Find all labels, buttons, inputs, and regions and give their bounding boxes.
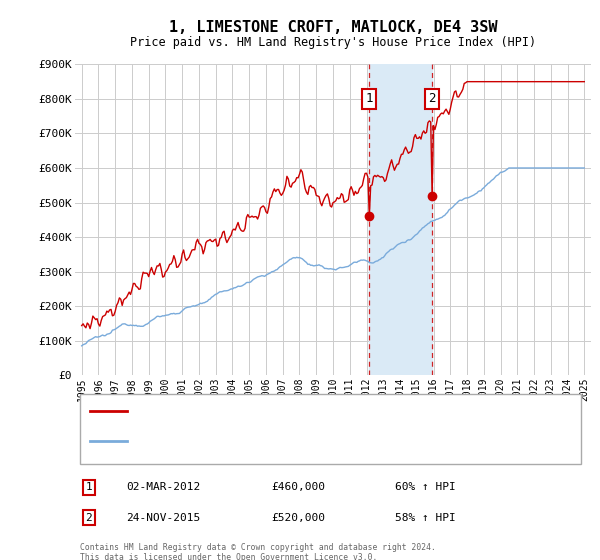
Text: 1, LIMESTONE CROFT, MATLOCK, DE4 3SW (detached house): 1, LIMESTONE CROFT, MATLOCK, DE4 3SW (de… [137,405,468,416]
Text: Price paid vs. HM Land Registry's House Price Index (HPI): Price paid vs. HM Land Registry's House … [130,36,536,49]
Text: 2: 2 [85,512,92,522]
Text: 02-MAR-2012: 02-MAR-2012 [127,483,201,492]
Text: 1: 1 [365,92,373,105]
Text: 60% ↑ HPI: 60% ↑ HPI [395,483,455,492]
Text: 1: 1 [85,483,92,492]
Text: HPI: Average price, detached house, Derbyshire Dales: HPI: Average price, detached house, Derb… [137,436,462,446]
FancyBboxPatch shape [80,394,581,464]
Text: 58% ↑ HPI: 58% ↑ HPI [395,512,455,522]
Text: £460,000: £460,000 [271,483,325,492]
Text: £520,000: £520,000 [271,512,325,522]
Text: 24-NOV-2015: 24-NOV-2015 [127,512,201,522]
Text: 2: 2 [428,92,436,105]
Text: Contains HM Land Registry data © Crown copyright and database right 2024.
This d: Contains HM Land Registry data © Crown c… [80,543,436,560]
Bar [370,64,432,375]
Text: 1, LIMESTONE CROFT, MATLOCK, DE4 3SW: 1, LIMESTONE CROFT, MATLOCK, DE4 3SW [169,20,497,35]
